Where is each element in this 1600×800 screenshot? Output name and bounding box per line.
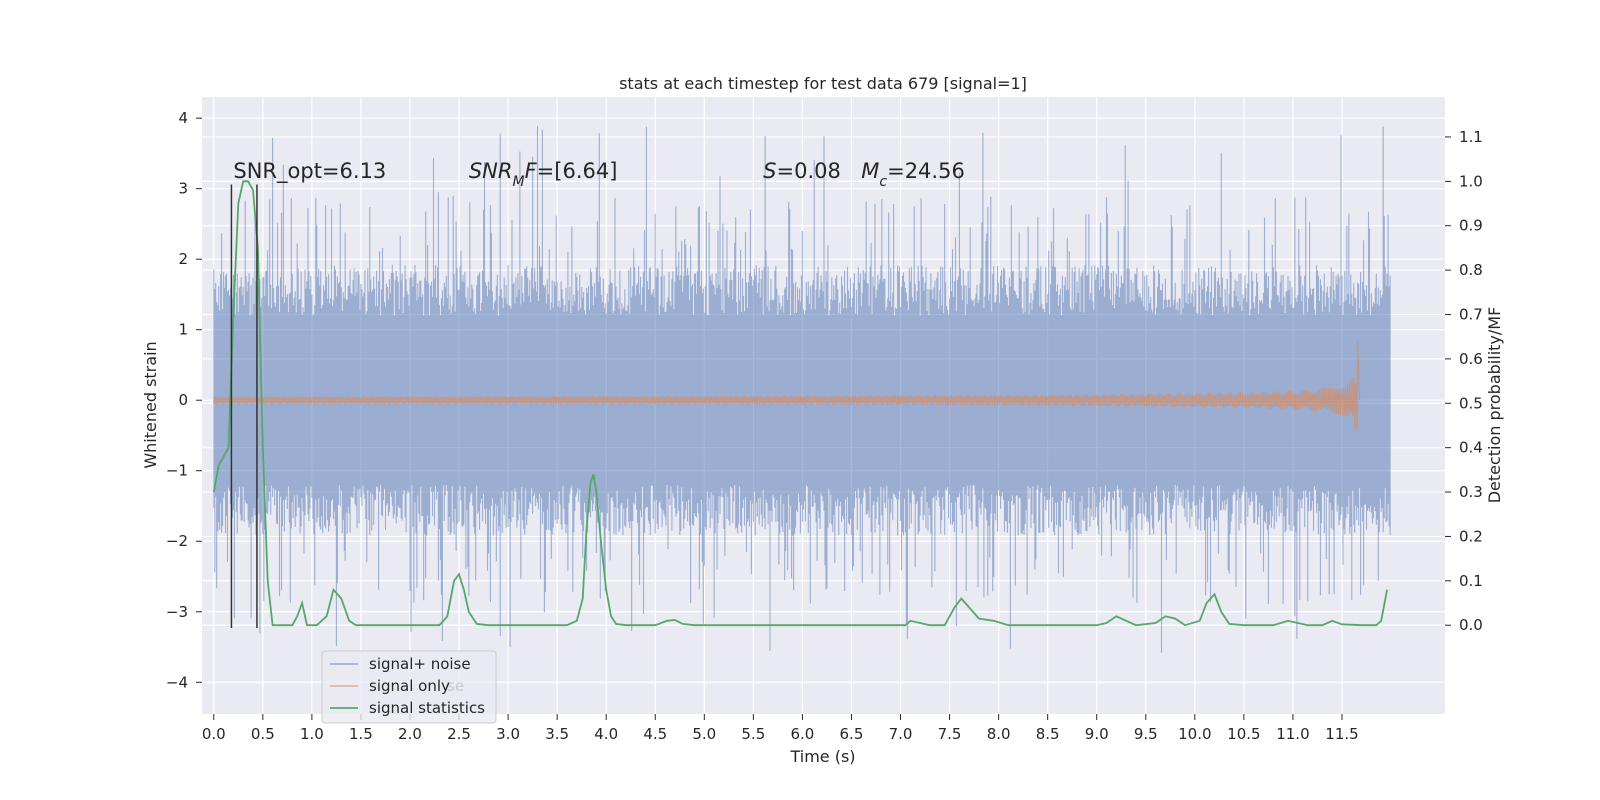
y2-tick-label: 0.0: [1459, 616, 1483, 634]
y2-tick-label: 0.9: [1459, 217, 1483, 235]
legend-ghost-text: se: [447, 677, 464, 695]
x-tick-label: 3.5: [545, 725, 569, 743]
x-tick-label: 1.0: [300, 725, 324, 743]
y2-tick-label: 0.3: [1459, 483, 1483, 501]
chart-title: stats at each timestep for test data 679…: [619, 74, 1027, 93]
y2-tick-label: 0.5: [1459, 394, 1483, 412]
annotation-2: S=0.08: [763, 159, 841, 183]
y2-tick-label: 0.6: [1459, 350, 1483, 368]
x-tick-label: 9.5: [1134, 725, 1158, 743]
x-tick-label: 2.0: [398, 725, 422, 743]
data-layer: [212, 126, 1391, 653]
x-tick-label: 8.5: [1036, 725, 1060, 743]
x-tick-label: 0.0: [202, 725, 226, 743]
annotation-3: Mc=24.56: [861, 159, 965, 190]
x-tick-label: 2.5: [447, 725, 471, 743]
y-tick-label: −1: [166, 462, 188, 480]
annotation-0: SNR_opt=6.13: [233, 159, 386, 184]
legend-label-signal-noise: signal+ noise: [369, 655, 471, 673]
x-axis-label: Time (s): [789, 747, 855, 766]
y2-tick-label: 0.4: [1459, 439, 1483, 457]
series-signal-statistics: [212, 180, 1388, 627]
x-tick-label: 1.5: [349, 725, 373, 743]
y2-tick-label: 1.0: [1459, 172, 1483, 190]
y2-tick-label: 0.1: [1459, 572, 1483, 590]
vertical-markers: [230, 184, 258, 628]
annotation-1: SNRMF=[6.64]: [469, 159, 618, 190]
x-tick-label: 5.5: [741, 725, 765, 743]
legend-label-signal-only: signal only: [369, 677, 450, 695]
x-tick-label: 7.0: [889, 725, 913, 743]
y2-axis-label: Detection probability/MF: [1485, 307, 1504, 504]
y-tick-label: 4: [178, 109, 188, 127]
y2-tick-label: 0.8: [1459, 261, 1483, 279]
annotations: SNR_opt=6.13 SNRMF=[6.64] S=0.08 Mc=24.56: [233, 159, 964, 190]
y2-tick-label: 0.7: [1459, 306, 1483, 324]
x-tick-label: 6.5: [840, 725, 864, 743]
series-signal-only: [213, 341, 1361, 431]
legend: signal+ noise se signal only signal stat…: [321, 650, 497, 724]
legend-box: [321, 650, 497, 724]
y-tick-label: 0: [178, 391, 188, 409]
x-tick-label: 6.0: [790, 725, 814, 743]
y-tick-label: 1: [178, 321, 188, 339]
y2-tick-label: 1.1: [1459, 128, 1483, 146]
x-tick-label: 11.5: [1325, 725, 1358, 743]
x-tick-label: 3.0: [496, 725, 520, 743]
y2-axis-ticks: 0.0 0.1 0.2 0.3 0.4 0.5 0.6 0.7 0.8 0.9 1.0 1.1: [1445, 128, 1483, 634]
y-tick-label: −3: [166, 603, 188, 621]
x-tick-label: 4.5: [643, 725, 667, 743]
x-tick-label: 10.5: [1227, 725, 1260, 743]
y-axis-label: Whitened strain: [141, 341, 160, 468]
x-tick-label: 0.5: [251, 725, 275, 743]
x-tick-label: 5.0: [692, 725, 716, 743]
y-tick-label: 2: [178, 250, 188, 268]
x-tick-label: 9.0: [1085, 725, 1109, 743]
x-tick-label: 4.0: [594, 725, 618, 743]
y-tick-label: −4: [166, 673, 188, 691]
x-tick-label: 10.0: [1178, 725, 1211, 743]
x-tick-label: 11.0: [1276, 725, 1309, 743]
x-tick-label: 7.5: [938, 725, 962, 743]
y-axis-ticks: −4 −3 −2 −1 0 1 2 3 4: [166, 109, 202, 691]
y-tick-label: −2: [166, 532, 188, 550]
y2-tick-label: 0.2: [1459, 527, 1483, 545]
x-tick-label: 8.0: [987, 725, 1011, 743]
x-axis-ticks: 0.0 0.5 1.0 1.5 2.0 2.5 3.0 3.5 4.0 4.5 5.0 5.5 6.0 6…: [202, 714, 1359, 743]
y-tick-label: 3: [178, 180, 188, 198]
legend-label-signal-statistics: signal statistics: [369, 699, 485, 717]
